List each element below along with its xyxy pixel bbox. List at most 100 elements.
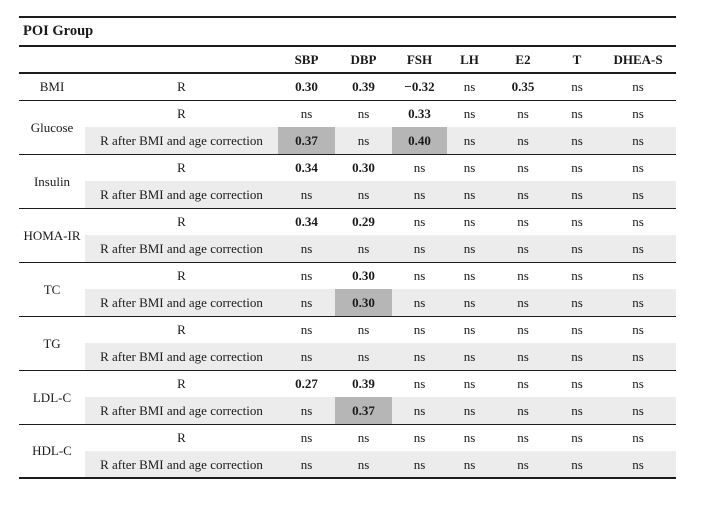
table-row: HOMA-IR R 0.34 0.29 ns ns ns ns ns xyxy=(19,207,677,262)
row-description: R after BMI and age correction xyxy=(85,181,278,208)
column-header-t: T xyxy=(554,46,600,74)
value-cell: ns xyxy=(447,261,492,289)
value-cell: ns xyxy=(600,369,677,397)
column-header-dbp: DBP xyxy=(335,46,392,74)
row-group-label: HDL-C xyxy=(19,423,85,478)
value-cell: ns xyxy=(335,181,392,208)
value-cell: ns xyxy=(447,181,492,208)
row-description: R after BMI and age correction xyxy=(85,343,278,370)
value-cell: ns xyxy=(335,127,392,154)
row-description: R after BMI and age correction xyxy=(85,397,278,424)
value-cell: ns xyxy=(554,127,600,154)
value-cell: ns xyxy=(600,207,677,235)
value-cell: 0.30 xyxy=(278,72,335,100)
value-cell: ns xyxy=(335,99,392,127)
value-cell: ns xyxy=(600,451,677,478)
value-cell: ns xyxy=(278,289,335,316)
table-title: POI Group xyxy=(19,17,677,47)
value-cell: ns xyxy=(554,181,600,208)
column-header-sbp: SBP xyxy=(278,46,335,74)
value-cell: ns xyxy=(554,343,600,370)
value-cell: ns xyxy=(492,451,554,478)
value-cell: ns xyxy=(492,315,554,343)
value-cell: ns xyxy=(278,343,335,370)
value-cell: ns xyxy=(392,397,447,424)
value-cell: ns xyxy=(554,207,600,235)
value-cell: ns xyxy=(554,397,600,424)
value-cell: −0.32 xyxy=(392,72,447,100)
value-cell: ns xyxy=(554,99,600,127)
row-group-label: Insulin xyxy=(19,153,85,208)
value-cell: ns xyxy=(492,207,554,235)
value-cell: ns xyxy=(554,72,600,100)
column-header-row: SBP DBP FSH LH E2 T DHEA-S xyxy=(19,46,677,74)
row-description: R xyxy=(85,153,278,181)
value-cell: ns xyxy=(600,343,677,370)
value-cell: ns xyxy=(447,397,492,424)
value-cell: ns xyxy=(554,289,600,316)
value-cell: ns xyxy=(492,153,554,181)
value-cell: ns xyxy=(278,99,335,127)
value-cell: ns xyxy=(600,397,677,424)
table-row: R after BMI and age correction 0.37 ns 0.40… xyxy=(19,127,677,154)
row-description: R after BMI and age correction xyxy=(85,289,278,316)
value-cell: 0.39 xyxy=(335,72,392,100)
value-cell: ns xyxy=(554,423,600,451)
column-header-e2: E2 xyxy=(492,46,554,74)
value-cell: 0.39 xyxy=(335,369,392,397)
value-cell: ns xyxy=(392,343,447,370)
row-group-label: Glucose xyxy=(19,99,85,154)
value-cell: ns xyxy=(600,423,677,451)
table-row: R after BMI and age correction ns ns ns ns ns… xyxy=(19,181,677,208)
value-cell: ns xyxy=(600,261,677,289)
value-cell: ns xyxy=(600,315,677,343)
value-cell: ns xyxy=(447,423,492,451)
row-description: R after BMI and age correction xyxy=(85,451,278,478)
value-cell: ns xyxy=(392,423,447,451)
value-cell: ns xyxy=(278,423,335,451)
column-header-fsh: FSH xyxy=(392,46,447,74)
value-cell: ns xyxy=(392,153,447,181)
value-cell: ns xyxy=(600,72,677,100)
value-cell: 0.40 xyxy=(392,127,447,154)
row-group-label: LDL-C xyxy=(19,369,85,424)
table-row: Insulin R 0.34 0.30 ns ns ns ns ns xyxy=(19,153,677,208)
value-cell: ns xyxy=(600,289,677,316)
value-cell: ns xyxy=(554,369,600,397)
value-cell: ns xyxy=(492,397,554,424)
value-cell: ns xyxy=(600,99,677,127)
table-row: R after BMI and age correction ns ns ns ns ns… xyxy=(19,235,677,262)
value-cell: ns xyxy=(335,343,392,370)
value-cell: 0.37 xyxy=(278,127,335,154)
value-cell: ns xyxy=(447,99,492,127)
value-cell: ns xyxy=(447,127,492,154)
correlation-table: POI Group SBP DBP FSH LH E2 T DHEA-S BMI… xyxy=(19,16,677,479)
value-cell: ns xyxy=(447,315,492,343)
value-cell: ns xyxy=(278,235,335,262)
column-header-dhea-s: DHEA-S xyxy=(600,46,677,74)
value-cell: ns xyxy=(492,261,554,289)
value-cell: ns xyxy=(392,181,447,208)
table-row: BMI R 0.30 0.39 −0.32 ns 0.35 ns ns xyxy=(19,72,677,100)
row-group-label: HOMA-IR xyxy=(19,207,85,262)
row-description: R xyxy=(85,369,278,397)
row-description: R after BMI and age correction xyxy=(85,235,278,262)
table-row: R after BMI and age correction ns 0.37 ns ns… xyxy=(19,397,677,424)
row-description: R xyxy=(85,99,278,127)
value-cell: ns xyxy=(447,153,492,181)
row-group-label: TG xyxy=(19,315,85,370)
value-cell: ns xyxy=(447,207,492,235)
value-cell: 0.27 xyxy=(278,369,335,397)
value-cell: 0.30 xyxy=(335,261,392,289)
row-description: R xyxy=(85,261,278,289)
value-cell: ns xyxy=(392,315,447,343)
row-description: R xyxy=(85,72,278,100)
value-cell: ns xyxy=(600,181,677,208)
value-cell: ns xyxy=(554,153,600,181)
value-cell: ns xyxy=(492,127,554,154)
value-cell: ns xyxy=(335,235,392,262)
value-cell: ns xyxy=(392,261,447,289)
value-cell: ns xyxy=(492,181,554,208)
